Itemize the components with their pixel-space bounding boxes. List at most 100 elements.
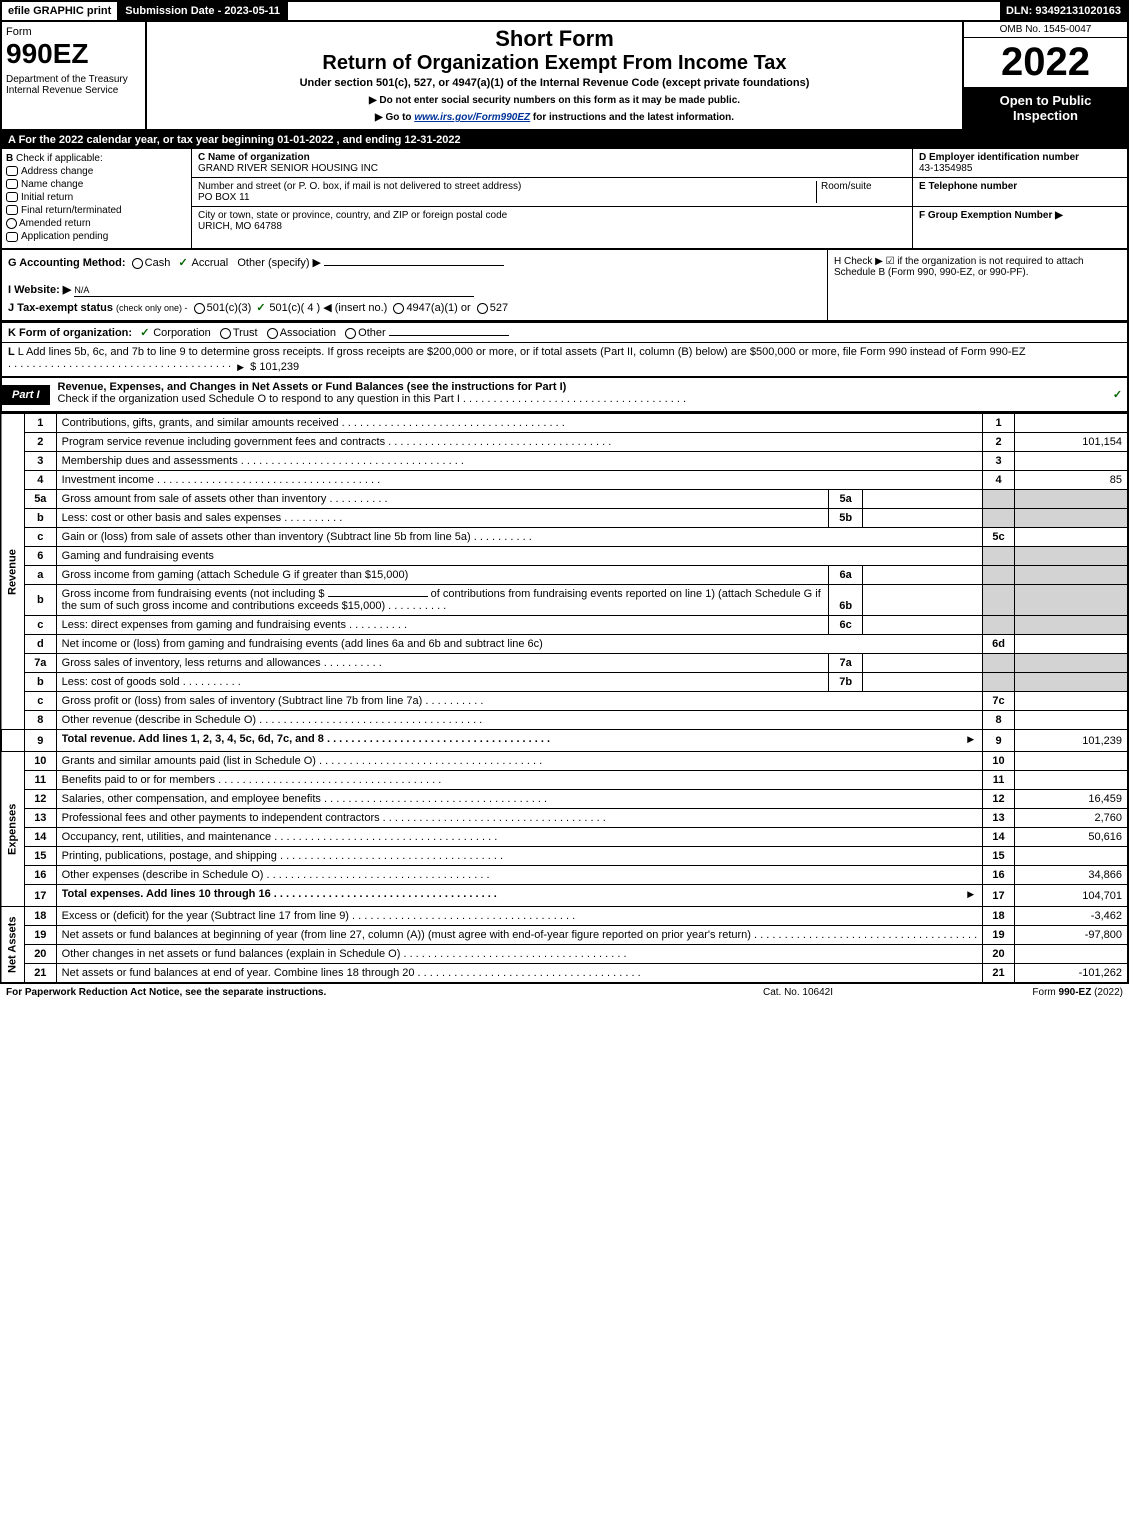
checkbox-application-pending[interactable] bbox=[6, 232, 18, 242]
b-item-4: Amended return bbox=[19, 218, 91, 229]
ln-11-desc: Benefits paid to or for members bbox=[56, 771, 982, 790]
ln-14-boxn: 14 bbox=[983, 828, 1015, 847]
b-item-3: Final return/terminated bbox=[21, 205, 122, 216]
checkbox-address-change[interactable] bbox=[6, 166, 18, 176]
ln-9-boxn: 9 bbox=[983, 730, 1015, 752]
l-value: $ 101,239 bbox=[250, 361, 299, 373]
ln-6b-amount-input[interactable] bbox=[328, 596, 428, 597]
ln-6-desc: Gaming and fundraising events bbox=[56, 547, 982, 566]
vlabel-rev-end bbox=[1, 730, 25, 752]
k-label: K Form of organization: bbox=[8, 327, 132, 339]
instructions-link[interactable]: www.irs.gov/Form990EZ bbox=[414, 112, 530, 123]
ln-6-num: 6 bbox=[25, 547, 57, 566]
checkbox-final-return[interactable] bbox=[6, 205, 18, 215]
ln-2-desc: Program service revenue including govern… bbox=[56, 433, 982, 452]
submission-date: Submission Date - 2023-05-11 bbox=[119, 2, 288, 20]
ln-12-num: 12 bbox=[25, 790, 57, 809]
ln-4-boxn: 4 bbox=[983, 471, 1015, 490]
ln-5a-subn: 5a bbox=[829, 490, 863, 509]
ln-6a-shade2 bbox=[1014, 566, 1128, 585]
k-other-input[interactable] bbox=[389, 335, 509, 336]
ln-10-desc: Grants and similar amounts paid (list in… bbox=[56, 752, 982, 771]
instructions-link-line: ▶ Go to www.irs.gov/Form990EZ for instru… bbox=[151, 112, 958, 123]
section-bcdef: B Check if applicable: Address change Na… bbox=[0, 149, 1129, 250]
ln-17-boxn: 17 bbox=[983, 885, 1015, 907]
radio-cash[interactable] bbox=[132, 258, 143, 269]
section-a: A For the 2022 calendar year, or tax yea… bbox=[0, 131, 1129, 149]
radio-4947[interactable] bbox=[393, 303, 404, 314]
ln-10-boxn: 10 bbox=[983, 752, 1015, 771]
ln-19-num: 19 bbox=[25, 926, 57, 945]
ln-6-shade2 bbox=[1014, 547, 1128, 566]
l-text: L Add lines 5b, 6c, and 7b to line 9 to … bbox=[18, 346, 1026, 358]
ln-7c-val bbox=[1014, 692, 1128, 711]
section-gh: G Accounting Method: Cash Accrual Other … bbox=[0, 250, 1129, 322]
ln-18-val: -3,462 bbox=[1014, 907, 1128, 926]
section-l: L L Add lines 5b, 6c, and 7b to line 9 t… bbox=[0, 343, 1129, 377]
ln-7c-boxn: 7c bbox=[983, 692, 1015, 711]
checkbox-name-change[interactable] bbox=[6, 179, 18, 189]
ln-9-val: 101,239 bbox=[1014, 730, 1128, 752]
ln-3-desc: Membership dues and assessments bbox=[56, 452, 982, 471]
f-group-label: F Group Exemption Number ▶ bbox=[919, 210, 1063, 221]
section-k: K Form of organization: Corporation Trus… bbox=[0, 322, 1129, 343]
ln-11-val bbox=[1014, 771, 1128, 790]
part-1-header: Part I Revenue, Expenses, and Changes in… bbox=[0, 377, 1129, 413]
ln-5b-subn: 5b bbox=[829, 509, 863, 528]
form-number: 990EZ bbox=[6, 38, 141, 70]
ln-6b-subn: 6b bbox=[829, 585, 863, 616]
ln-7c-num: c bbox=[25, 692, 57, 711]
ln-9-desc: Total revenue. Add lines 1, 2, 3, 4, 5c,… bbox=[56, 730, 982, 752]
part-1-title: Revenue, Expenses, and Changes in Net As… bbox=[58, 378, 1109, 411]
b-check-label: Check if applicable: bbox=[16, 153, 103, 164]
omb-number: OMB No. 1545-0047 bbox=[964, 22, 1127, 38]
ln-10-val bbox=[1014, 752, 1128, 771]
c-room-label: Room/suite bbox=[821, 181, 872, 192]
ln-6c-subn: 6c bbox=[829, 616, 863, 635]
ln-6a-num: a bbox=[25, 566, 57, 585]
b-item-5: Application pending bbox=[21, 231, 108, 242]
ln-13-num: 13 bbox=[25, 809, 57, 828]
part-1-tag: Part I bbox=[2, 385, 50, 405]
warn2-post: for instructions and the latest informat… bbox=[533, 112, 734, 123]
warn2-pre: ▶ Go to bbox=[375, 112, 414, 123]
ln-13-boxn: 13 bbox=[983, 809, 1015, 828]
radio-other-org[interactable] bbox=[345, 328, 356, 339]
radio-501c3[interactable] bbox=[194, 303, 205, 314]
ln-16-desc: Other expenses (describe in Schedule O) bbox=[56, 866, 982, 885]
g-other: Other (specify) ▶ bbox=[237, 257, 321, 269]
ln-5c-desc: Gain or (loss) from sale of assets other… bbox=[56, 528, 982, 547]
ln-6b-subv bbox=[863, 585, 983, 616]
j-o1: 501(c)(3) bbox=[207, 302, 252, 314]
ln-20-desc: Other changes in net assets or fund bala… bbox=[56, 945, 982, 964]
header-left: Form 990EZ Department of the Treasury In… bbox=[2, 22, 147, 129]
radio-527[interactable] bbox=[477, 303, 488, 314]
org-name: GRAND RIVER SENIOR HOUSING INC bbox=[198, 163, 378, 174]
vlabel-net-assets: Net Assets bbox=[1, 907, 25, 983]
ln-13-desc: Professional fees and other payments to … bbox=[56, 809, 982, 828]
ln-20-boxn: 20 bbox=[983, 945, 1015, 964]
checkbox-initial-return[interactable] bbox=[6, 192, 18, 202]
d-ein-label: D Employer identification number bbox=[919, 152, 1079, 163]
ln-21-val: -101,262 bbox=[1014, 964, 1128, 983]
radio-trust[interactable] bbox=[220, 328, 231, 339]
tax-year: 2022 bbox=[964, 38, 1127, 87]
checkbox-corporation[interactable] bbox=[141, 326, 153, 339]
radio-amended-return[interactable] bbox=[6, 218, 17, 229]
checkbox-accrual[interactable] bbox=[180, 256, 192, 269]
part-1-checkbox[interactable] bbox=[1109, 388, 1127, 401]
section-g-i-j: G Accounting Method: Cash Accrual Other … bbox=[2, 250, 827, 320]
ln-1-desc: Contributions, gifts, grants, and simila… bbox=[56, 414, 982, 433]
radio-association[interactable] bbox=[267, 328, 278, 339]
section-g: G Accounting Method: Cash Accrual Other … bbox=[8, 256, 821, 269]
form-title-short: Short Form bbox=[151, 26, 958, 52]
form-subtitle: Under section 501(c), 527, or 4947(a)(1)… bbox=[151, 77, 958, 89]
efile-print-button[interactable]: efile GRAPHIC print bbox=[2, 2, 119, 20]
checkbox-501c[interactable] bbox=[257, 301, 269, 314]
footer-mid: Cat. No. 10642I bbox=[673, 987, 923, 998]
ln-12-val: 16,459 bbox=[1014, 790, 1128, 809]
ln-4-val: 85 bbox=[1014, 471, 1128, 490]
g-other-input[interactable] bbox=[324, 265, 504, 266]
ln-1-val bbox=[1014, 414, 1128, 433]
ln-1-num: 1 bbox=[25, 414, 57, 433]
